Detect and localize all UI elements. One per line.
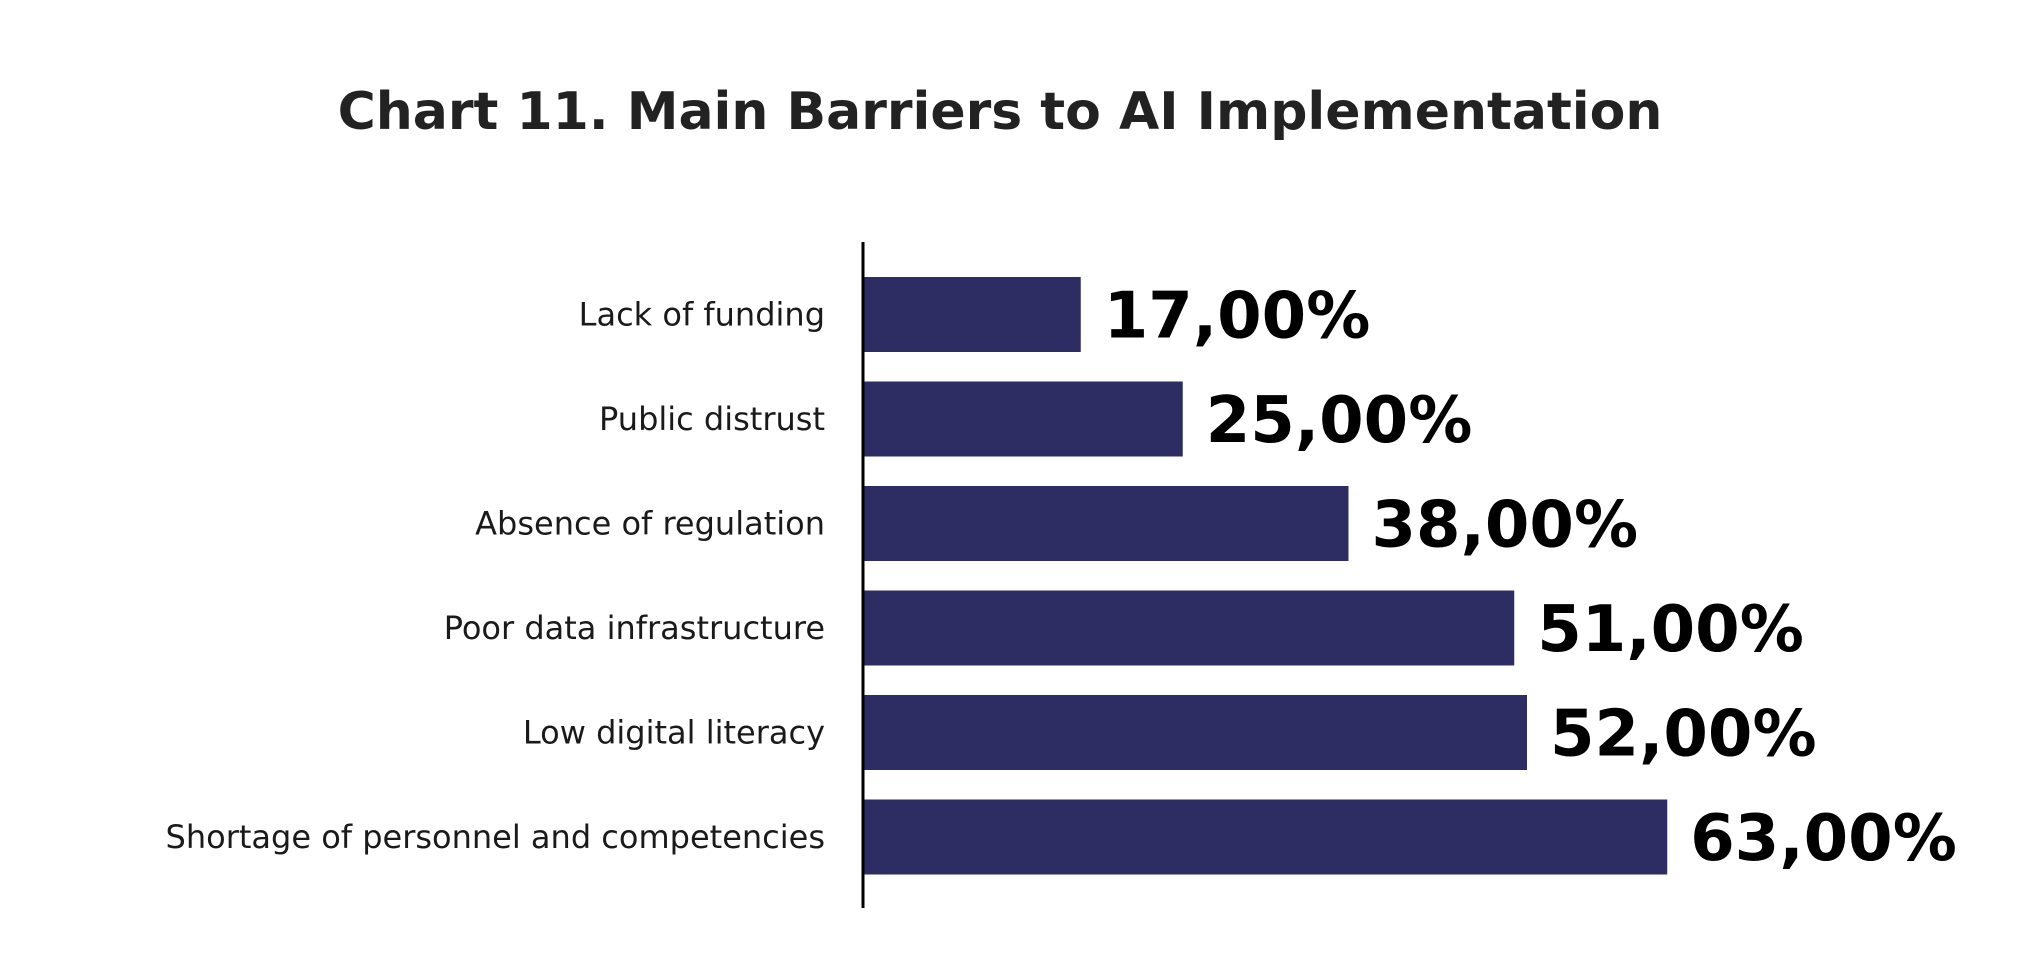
value-label: 38,00% (1372, 489, 1639, 563)
category-label: Absence of regulation (475, 505, 825, 543)
value-label: 25,00% (1206, 384, 1473, 458)
bar (864, 486, 1349, 561)
value-label: 17,00% (1104, 280, 1371, 354)
bar (864, 277, 1081, 352)
category-label: Public distrust (599, 400, 825, 438)
bar (864, 695, 1527, 770)
category-label: Shortage of personnel and competencies (166, 818, 825, 856)
category-label: Lack of funding (579, 296, 825, 334)
chart-title: Chart 11. Main Barriers to AI Implementa… (337, 82, 1663, 142)
value-label: 63,00% (1690, 802, 1957, 876)
bar (864, 799, 1668, 875)
category-label: Poor data infrastructure (444, 609, 825, 647)
category-label: Low digital literacy (523, 714, 825, 752)
value-label: 51,00% (1537, 593, 1804, 667)
bar (864, 590, 1515, 666)
value-label: 52,00% (1550, 698, 1817, 772)
bar (864, 381, 1183, 457)
